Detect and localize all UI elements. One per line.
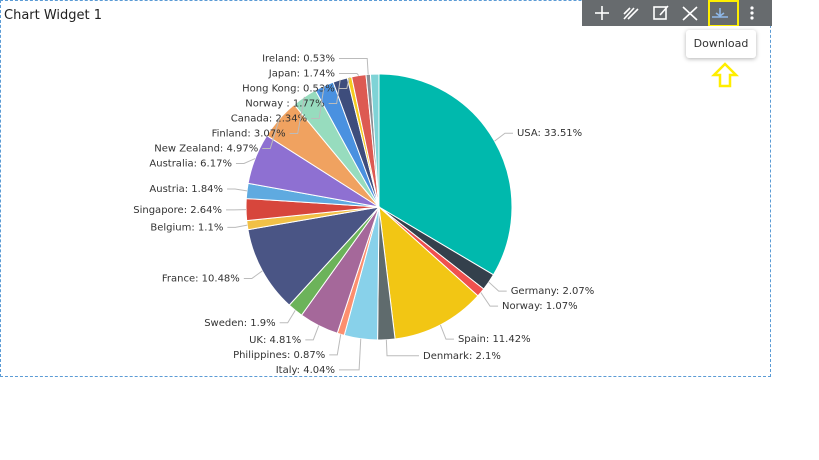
slice-label: Spain: 11.42% (458, 334, 531, 345)
slice-label: France: 10.48% (162, 274, 240, 285)
leader-line (262, 118, 280, 149)
slice-label: Canada: 2.34% (231, 113, 307, 124)
slice-label: Norway : 1.77% (245, 98, 324, 109)
slice-label: New Zealand: 4.97% (154, 143, 258, 154)
leader-line (488, 281, 507, 292)
slice-label: Sweden: 1.9% (204, 318, 275, 329)
slice-label: Germany: 2.07% (511, 286, 595, 297)
move-icon[interactable] (595, 6, 609, 20)
leader-line (227, 188, 248, 192)
leader-line (480, 292, 499, 307)
widget-title: Chart Widget 1 (4, 8, 103, 23)
slice-label: Belgium: 1.1% (150, 222, 223, 233)
leader-line (338, 77, 350, 89)
slice-label: USA: 33.51% (517, 128, 582, 139)
arrow-icon (710, 62, 740, 88)
toolbar-icons (595, 0, 754, 27)
leader-line (289, 96, 305, 134)
slice-label: Japan: 1.74% (268, 68, 335, 79)
settings-icon[interactable] (682, 6, 698, 21)
download-icon[interactable] (712, 8, 728, 18)
slice-label: Hong Kong: 0.53% (242, 83, 335, 94)
tooltip: Download (686, 30, 756, 58)
slice-label: Denmark: 2.1% (423, 351, 501, 362)
leader-line (279, 310, 296, 324)
pie-slice (378, 73, 513, 276)
leader-line (339, 57, 369, 75)
toolbar (582, 0, 772, 27)
slice-label: Italy: 4.04% (276, 365, 335, 376)
style-icon[interactable] (623, 7, 639, 20)
edit-icon[interactable] (653, 5, 669, 20)
slice-label: Singapore: 2.64% (133, 205, 222, 216)
leader-line (235, 158, 256, 164)
leader-line (329, 334, 342, 356)
slice-label: Ireland: 0.53% (262, 53, 335, 64)
leader-line (243, 270, 263, 280)
leader-line (439, 324, 454, 340)
slice-label: Australia: 6.17% (149, 158, 232, 169)
leader-line (311, 85, 325, 119)
more-icon[interactable] (750, 6, 754, 20)
pie-slice (378, 205, 479, 340)
slice-label: Norway: 1.07% (502, 301, 578, 312)
leader-line (305, 325, 320, 341)
leader-line (328, 79, 341, 104)
leader-line (339, 338, 362, 371)
leader-line (227, 224, 248, 228)
widget-frame (0, 0, 771, 377)
leader-line (385, 339, 419, 357)
pie-slice (369, 73, 380, 208)
leader-line (494, 132, 513, 142)
slice-label: UK: 4.81% (249, 335, 301, 346)
slice-label: Austria: 1.84% (149, 184, 223, 195)
slice-label: Finland: 3.07% (212, 128, 286, 139)
leader-line (339, 72, 360, 76)
slice-label: Philippines: 0.87% (233, 350, 325, 361)
